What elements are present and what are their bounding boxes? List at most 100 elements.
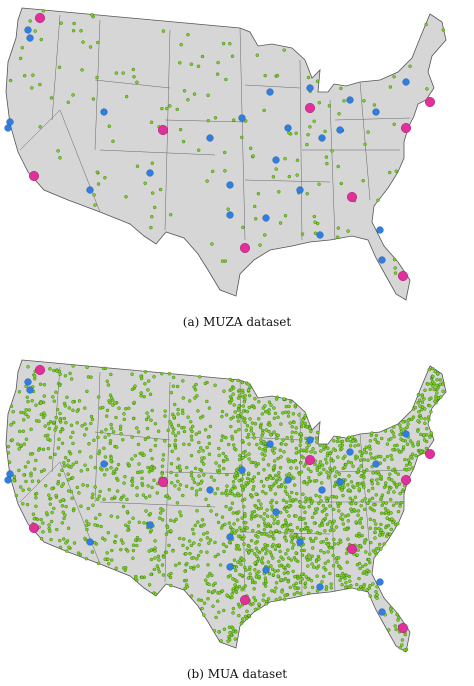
place-dot (77, 399, 82, 403)
place-dot (213, 383, 217, 387)
place-dot (355, 455, 360, 460)
place-dot (393, 271, 398, 275)
place-dot (176, 457, 181, 461)
place-dot (85, 389, 89, 394)
place-dot (152, 375, 156, 379)
place-dot (375, 478, 379, 482)
place-dot (79, 29, 83, 33)
place-dot (340, 582, 344, 587)
place-dot (206, 93, 210, 98)
place-dot (358, 566, 362, 571)
place-dot (113, 540, 117, 545)
place-dot (419, 416, 423, 420)
place-dot (169, 461, 174, 466)
place-dot (143, 370, 148, 374)
major-city-dot (401, 122, 412, 133)
place-dot (309, 469, 313, 474)
place-dot (191, 556, 196, 560)
place-dot (287, 472, 291, 476)
place-dot (293, 586, 297, 590)
place-dot (241, 409, 246, 413)
place-dot (358, 449, 362, 454)
place-dot (104, 414, 109, 418)
place-dot (243, 565, 247, 570)
place-dot (354, 533, 359, 538)
place-dot (115, 489, 120, 493)
place-dot (269, 403, 273, 407)
place-dot (112, 495, 117, 499)
place-dot (193, 523, 198, 528)
place-dot (202, 532, 206, 536)
place-dot (50, 510, 54, 515)
place-dot (364, 450, 368, 455)
place-dot (217, 610, 221, 614)
place-dot (231, 386, 236, 390)
place-dot (58, 411, 62, 416)
place-dot (249, 517, 254, 521)
place-dot (253, 422, 258, 426)
place-dot (278, 448, 282, 452)
place-dot (51, 395, 55, 399)
place-dot (198, 487, 203, 492)
place-dot (240, 617, 245, 621)
place-dot (289, 522, 293, 527)
place-dot (423, 417, 427, 421)
place-dot (197, 440, 201, 445)
place-dot (318, 460, 323, 464)
place-dot (262, 527, 267, 532)
place-dot (91, 492, 95, 497)
place-dot (392, 257, 397, 262)
place-dot (392, 434, 396, 439)
place-dot (93, 203, 97, 207)
place-dot (69, 377, 74, 381)
place-dot (368, 439, 373, 443)
place-dot (271, 556, 275, 560)
place-dot (252, 552, 257, 556)
place-dot (213, 116, 218, 120)
place-dot (398, 432, 402, 437)
place-dot (111, 139, 115, 144)
place-dot (226, 207, 230, 211)
place-dot (79, 469, 84, 473)
place-dot (281, 557, 285, 561)
place-dot (165, 106, 169, 111)
place-dot (247, 613, 251, 618)
place-dot (234, 471, 238, 475)
place-dot (27, 487, 31, 492)
place-dot (338, 444, 342, 448)
place-dot (254, 546, 258, 551)
place-dot (241, 537, 245, 541)
place-dot (251, 602, 255, 606)
place-dot (306, 132, 310, 137)
place-dot (200, 518, 205, 522)
place-dot (194, 432, 199, 436)
medium-city-dot (4, 476, 12, 484)
place-dot (109, 372, 113, 377)
place-dot (99, 430, 104, 434)
place-dot (271, 573, 276, 577)
place-dot (246, 576, 251, 580)
place-dot (259, 479, 264, 484)
place-dot (435, 391, 439, 395)
place-dot (49, 537, 53, 542)
place-dot (278, 465, 283, 470)
place-dot (123, 407, 128, 411)
place-dot (376, 470, 380, 474)
place-dot (223, 491, 228, 495)
place-dot (294, 514, 298, 518)
place-dot (209, 475, 214, 479)
place-dot (181, 411, 185, 415)
place-dot (234, 468, 239, 472)
place-dot (163, 409, 167, 413)
place-dot (289, 540, 294, 544)
place-dot (33, 467, 37, 471)
place-dot (280, 590, 284, 594)
place-dot (131, 516, 135, 520)
place-dot (99, 524, 103, 529)
place-dot (291, 569, 295, 574)
place-dot (331, 553, 335, 558)
place-dot (232, 522, 236, 526)
place-dot (236, 413, 240, 418)
place-dot (77, 491, 81, 495)
place-dot (206, 596, 210, 601)
